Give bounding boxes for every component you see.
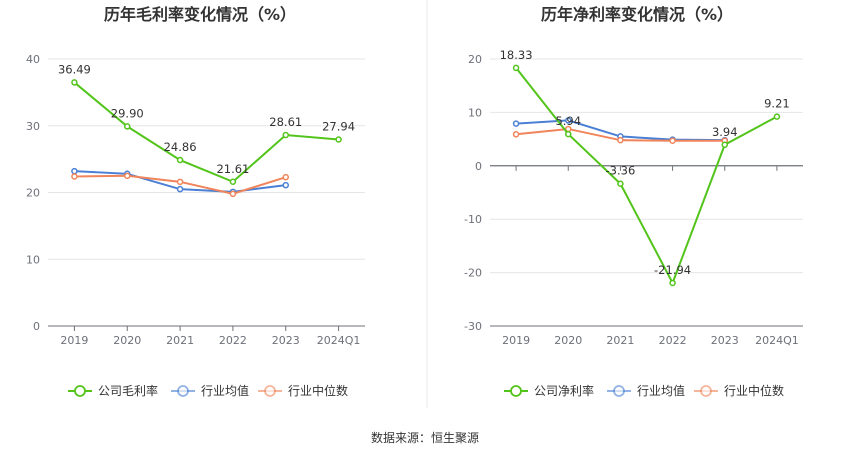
- x-tick-label: 2022: [219, 334, 247, 347]
- data-label: -3.36: [606, 164, 636, 178]
- series-line: [515, 67, 778, 286]
- legend-marker-icon: [177, 385, 189, 397]
- data-point: [512, 120, 520, 127]
- data-point: [124, 172, 131, 180]
- data-label: 3.94: [712, 125, 738, 139]
- legend-item[interactable]: 公司净利率: [504, 383, 594, 398]
- y-tick-label: -10: [464, 213, 482, 226]
- legend-item[interactable]: 行业中位数: [694, 383, 784, 398]
- data-point: [176, 185, 184, 193]
- legend-marker-icon: [264, 385, 276, 397]
- legend-label: 公司毛利率: [98, 383, 158, 398]
- data-point: [565, 130, 572, 138]
- data-label: 28.61: [269, 115, 302, 129]
- x-tick-label: 2023: [272, 334, 300, 347]
- legend-marker-icon: [613, 385, 625, 397]
- data-point: [617, 136, 624, 144]
- data-point: [335, 136, 342, 143]
- data-label: 9.21: [764, 97, 790, 111]
- y-tick-label: 40: [26, 53, 40, 66]
- legend-item[interactable]: 行业中位数: [258, 383, 348, 398]
- y-tick-label: -20: [464, 267, 482, 280]
- data-label: 27.94: [322, 120, 355, 134]
- legend-label: 行业中位数: [724, 383, 784, 398]
- legend-marker-icon: [74, 385, 86, 397]
- y-tick-label: -30: [464, 320, 482, 333]
- data-label: 18.33: [500, 48, 533, 62]
- data-point: [512, 131, 520, 138]
- data-point: [282, 181, 289, 189]
- data-label: 21.61: [216, 162, 249, 176]
- x-tick-label: 2021: [166, 334, 194, 347]
- data-point: [721, 141, 728, 149]
- data-point: [229, 190, 237, 198]
- series-line: [73, 81, 339, 183]
- data-point: [71, 173, 78, 180]
- x-tick-label: 2021: [606, 334, 634, 347]
- x-tick-label: 2022: [659, 334, 687, 347]
- data-point: [124, 123, 131, 130]
- legend-item[interactable]: 行业均值: [607, 383, 685, 398]
- chart-title: 历年毛利率变化情况（%）: [104, 5, 296, 24]
- data-point: [176, 156, 184, 164]
- data-point: [71, 167, 78, 175]
- legend-label: 行业中位数: [288, 383, 348, 398]
- x-tick-label: 2024Q1: [755, 334, 799, 347]
- chart-title: 历年净利率变化情况（%）: [541, 5, 733, 24]
- data-point: [512, 64, 520, 72]
- data-point: [617, 180, 624, 187]
- x-tick-label: 2019: [60, 334, 88, 347]
- data-label: -21.94: [654, 263, 691, 277]
- legend-marker-icon: [510, 385, 522, 397]
- data-point: [282, 131, 289, 139]
- data-point: [773, 113, 781, 120]
- data-point: [229, 178, 237, 186]
- legend-item[interactable]: 行业均值: [171, 383, 249, 398]
- legend-marker-icon: [700, 385, 712, 397]
- y-tick-label: 30: [26, 120, 40, 133]
- y-tick-label: 0: [33, 320, 40, 333]
- net-margin-chart: 历年净利率变化情况（%） -30 -20 -10 0 10 20 2019 2020 2021 20…: [464, 5, 803, 398]
- data-label: 24.86: [164, 140, 197, 154]
- data-point: [669, 137, 676, 144]
- legend-label: 行业均值: [637, 383, 685, 398]
- legend-label: 行业均值: [201, 383, 249, 398]
- legend-label: 公司净利率: [534, 383, 594, 398]
- y-tick-label: 20: [468, 53, 482, 66]
- data-point: [71, 79, 78, 86]
- x-tick-label: 2019: [502, 334, 530, 347]
- y-tick-label: 10: [468, 106, 482, 119]
- x-tick-label: 2020: [113, 334, 141, 347]
- data-point: [176, 178, 184, 186]
- source-note: 数据来源：恒生聚源: [371, 430, 479, 445]
- y-tick-label: 10: [26, 253, 40, 266]
- x-tick-label: 2020: [554, 334, 582, 347]
- data-label: 5.94: [555, 114, 581, 128]
- y-tick-label: 20: [26, 187, 40, 200]
- x-tick-label: 2023: [711, 334, 739, 347]
- data-point: [565, 117, 572, 124]
- data-label: 36.49: [58, 62, 91, 76]
- data-point: [669, 279, 676, 287]
- data-label: 29.90: [111, 106, 144, 120]
- y-tick-label: 0: [475, 160, 482, 173]
- x-tick-label: 2024Q1: [317, 334, 361, 347]
- data-point: [282, 173, 289, 181]
- gross-margin-chart: 历年毛利率变化情况（%） 0 10 20 30 40 2019 2020 2021 2022 202…: [26, 5, 365, 398]
- legend-item[interactable]: 公司毛利率: [68, 383, 158, 398]
